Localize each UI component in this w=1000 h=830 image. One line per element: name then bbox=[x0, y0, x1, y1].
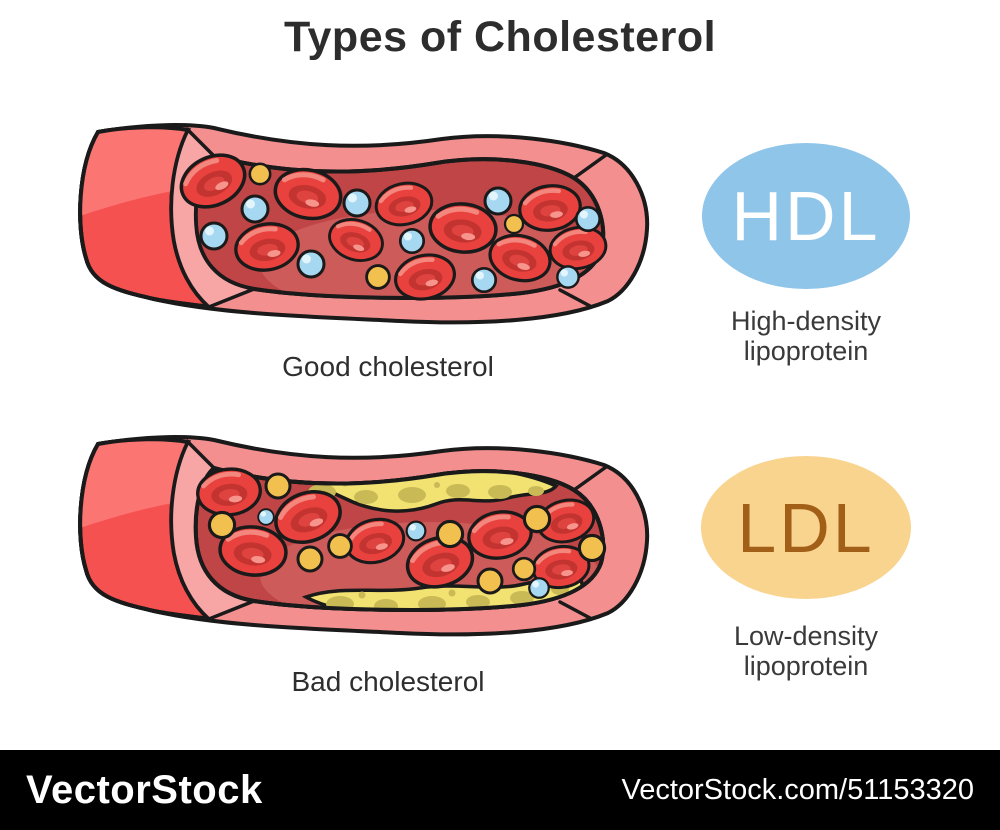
hdl-particle bbox=[528, 577, 550, 599]
ldl-particle bbox=[503, 213, 525, 235]
hdl-particle bbox=[257, 508, 275, 526]
hdl-badge: HDL bbox=[702, 143, 910, 289]
ldl-particle bbox=[327, 533, 353, 559]
ldl-particle bbox=[522, 504, 552, 534]
ldl-caption: Low-density lipoprotein bbox=[733, 621, 879, 681]
hdl-caption: High-density lipoprotein bbox=[730, 306, 882, 366]
ldl-particle bbox=[435, 519, 465, 549]
hdl-particle bbox=[398, 227, 426, 255]
ldl-particle bbox=[248, 162, 272, 186]
ldl-particle bbox=[577, 533, 607, 563]
ldl-particle bbox=[476, 567, 504, 595]
hdl-particle bbox=[470, 266, 498, 294]
hdl-particle bbox=[405, 520, 427, 542]
ldl-badge: LDL bbox=[701, 456, 911, 599]
ldl-particle bbox=[207, 510, 237, 540]
watermark-credit: VectorStock.com/51153320 bbox=[621, 773, 974, 806]
watermark-bar: VectorStock VectorStock.com/51153320 bbox=[0, 750, 1000, 830]
hdl-particle bbox=[483, 186, 513, 216]
watermark-brand: VectorStock bbox=[26, 767, 263, 812]
hdl-particle bbox=[240, 194, 270, 224]
hdl-particle bbox=[296, 249, 326, 279]
ldl-particle bbox=[264, 472, 292, 500]
hdl-particle bbox=[574, 205, 602, 233]
ldl-particle bbox=[296, 545, 324, 573]
ldl-particle bbox=[511, 556, 537, 582]
ldl-abbr: LDL bbox=[737, 488, 875, 567]
hdl-particle bbox=[199, 221, 229, 251]
good-vessel-illustration bbox=[80, 122, 647, 322]
good-cholesterol-label: Good cholesterol bbox=[282, 351, 494, 382]
bad-vessel-illustration bbox=[80, 434, 647, 634]
hdl-particle bbox=[556, 265, 580, 289]
page-title: Types of Cholesterol bbox=[283, 13, 717, 61]
bad-cholesterol-label: Bad cholesterol bbox=[291, 666, 485, 697]
hdl-abbr: HDL bbox=[731, 177, 881, 255]
hdl-particle bbox=[342, 188, 372, 218]
ldl-particle bbox=[365, 264, 391, 290]
